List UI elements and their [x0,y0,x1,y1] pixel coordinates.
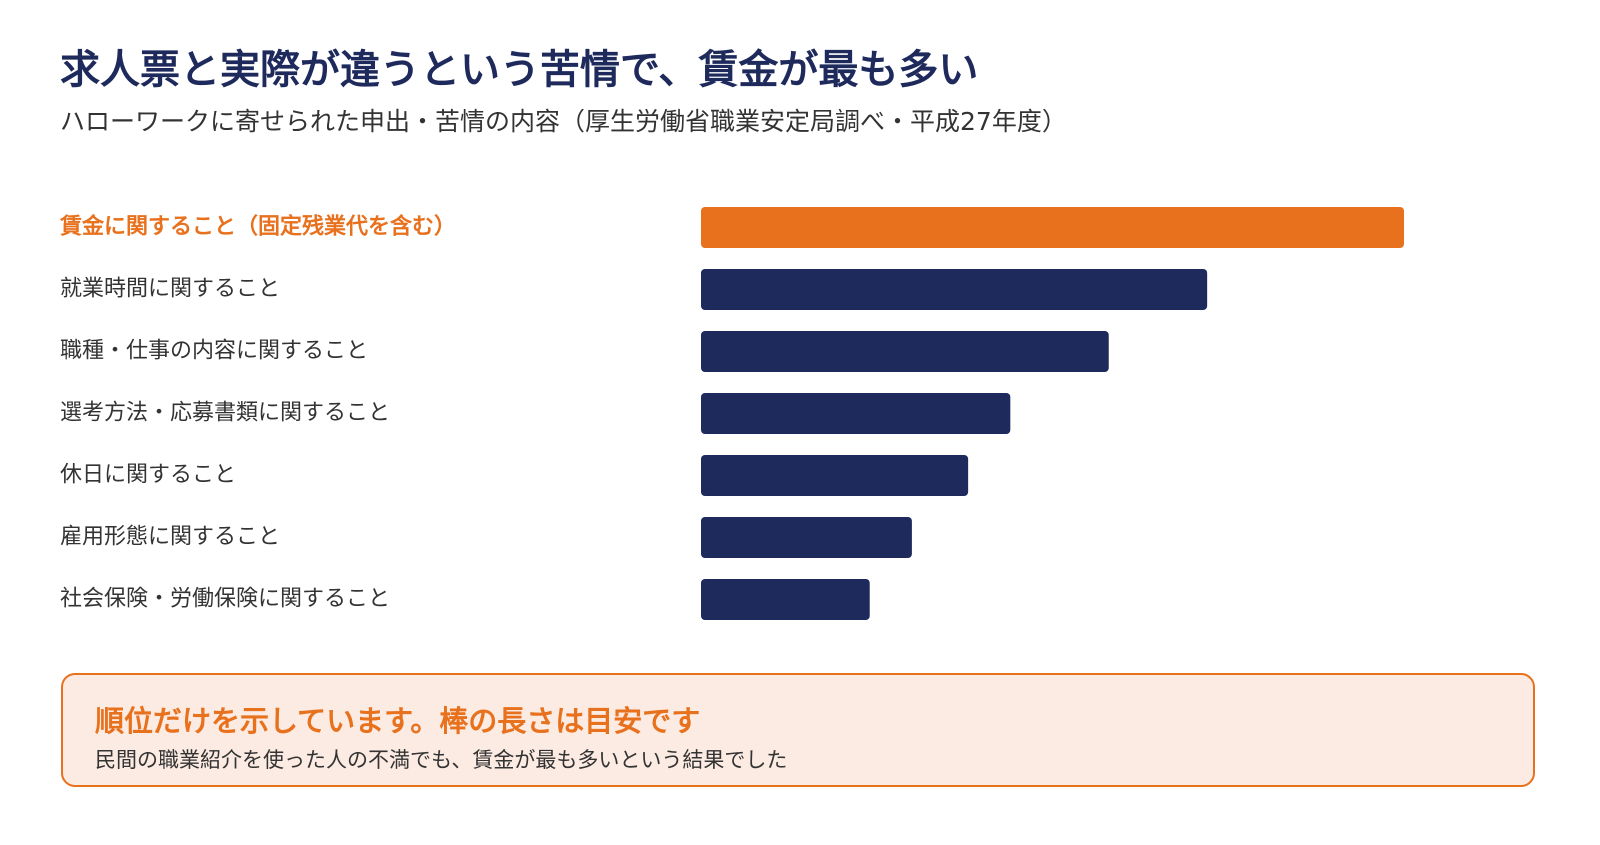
category-label: 職種・仕事の内容に関すること [60,339,368,364]
note-heading: 順位だけを示しています。棒の長さは目安です [95,704,701,738]
bar [701,517,912,558]
category-label: 賃金に関すること（固定残業代を含む） [59,214,456,240]
chart-title: 求人票と実際が違うという苦情で、賃金が最も多い [60,47,979,93]
category-label: 選考方法・応募書類に関すること [60,401,390,426]
bar [701,207,1404,248]
bar [701,579,870,620]
category-label: 就業時間に関すること [60,277,280,302]
category-label: 社会保険・労働保険に関すること [60,587,390,612]
bar-chart: 賃金に関すること（固定残業代を含む） 就業時間に関すること職種・仕事の内容に関する… [59,207,1404,620]
bar [701,455,969,496]
category-label: 雇用形態に関すること [60,525,280,550]
note-body: 民間の職業紹介を使った人の不満でも、賃金が最も多いという結果でした [95,748,788,772]
category-label: 休日に関すること [60,463,236,488]
chart-subtitle: ハローワークに寄せられた申出・苦情の内容（厚生労働省職業安定局調べ・平成27年度… [60,107,1067,136]
bar [701,393,1011,434]
bar [701,331,1109,372]
bar [701,269,1208,310]
note-box: 順位だけを示しています。棒の長さは目安です 民間の職業紹介を使った人の不満でも、… [61,673,1535,787]
